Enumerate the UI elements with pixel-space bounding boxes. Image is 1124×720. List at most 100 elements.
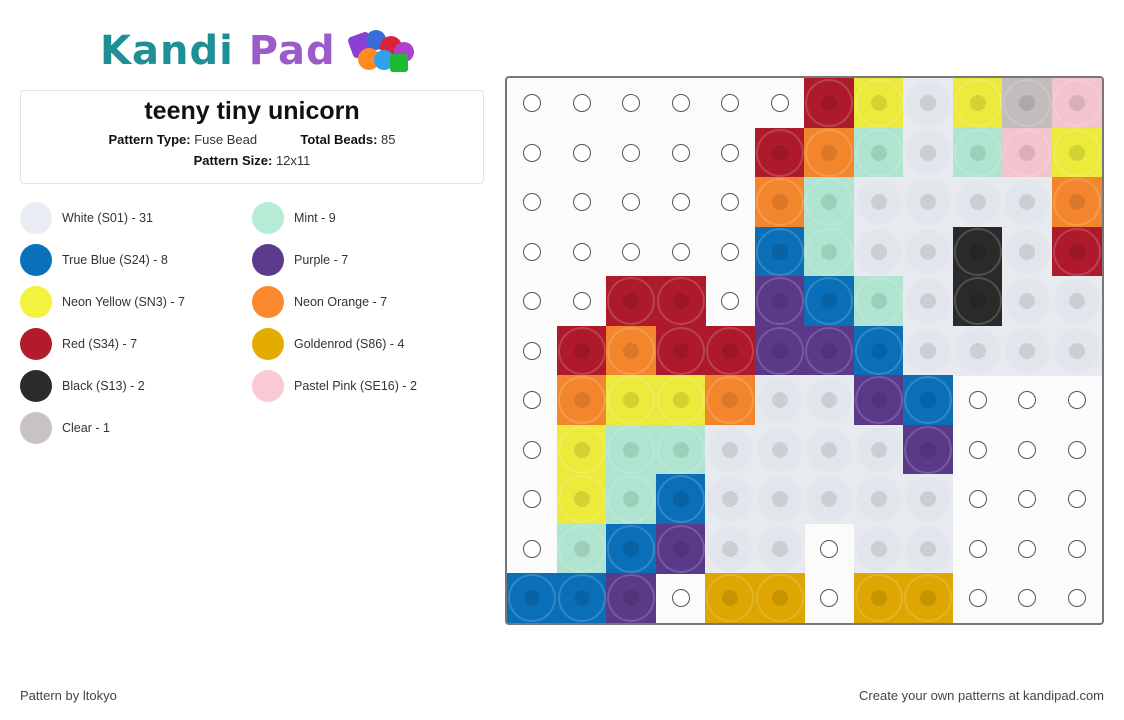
pattern-size-row: Pattern Size: 12x11: [21, 153, 483, 168]
peg-icon: [820, 589, 838, 607]
bead: [952, 177, 1003, 227]
bead: [903, 226, 953, 277]
bead: [754, 276, 805, 326]
empty-peg: [507, 425, 557, 475]
bead: [903, 78, 953, 128]
bead: [556, 573, 607, 623]
total-beads-value: 85: [381, 132, 396, 147]
color-swatch: [252, 328, 284, 360]
peg-icon: [968, 440, 987, 459]
legend-item: Black (S13) - 2: [20, 370, 145, 402]
legend-label: Red (S34) - 7: [62, 337, 138, 351]
bead: [804, 127, 854, 178]
empty-peg: [1002, 573, 1052, 623]
bead: [1002, 325, 1052, 376]
empty-peg: [507, 128, 557, 178]
empty-peg: [507, 524, 557, 574]
bead: [952, 226, 1003, 277]
color-swatch: [252, 202, 284, 234]
peg-icon: [1067, 391, 1086, 409]
legend-label: Pastel Pink (SE16) - 2: [294, 379, 417, 393]
bead: [853, 523, 904, 574]
bead: [853, 127, 904, 178]
empty-peg: [953, 425, 1003, 475]
bead: [804, 226, 854, 277]
peg-icon: [572, 193, 591, 211]
empty-peg: [557, 227, 607, 277]
bead: [1051, 127, 1102, 178]
peg-icon: [572, 242, 591, 261]
bead: [705, 375, 755, 425]
peg-icon: [523, 193, 541, 211]
peg-icon: [523, 440, 541, 459]
color-swatch: [20, 202, 52, 234]
bead: [853, 325, 904, 376]
bead: [903, 276, 953, 326]
empty-peg: [557, 128, 607, 178]
bead: [804, 78, 854, 128]
legend-item: Neon Yellow (SN3) - 7: [20, 286, 185, 318]
empty-peg: [507, 474, 557, 524]
bead: [754, 424, 805, 475]
peg-icon: [1067, 589, 1086, 607]
empty-peg: [1052, 425, 1102, 475]
empty-peg: [705, 276, 755, 326]
peg-icon: [572, 94, 591, 112]
legend-label: Neon Yellow (SN3) - 7: [62, 295, 185, 309]
bead: [606, 276, 656, 326]
bead: [853, 474, 904, 524]
empty-peg: [953, 524, 1003, 574]
empty-peg: [804, 524, 854, 574]
bead: [952, 325, 1003, 376]
peg-icon: [1067, 490, 1086, 508]
color-swatch: [252, 244, 284, 276]
bead: [606, 474, 656, 524]
peg-icon: [671, 242, 690, 261]
peg-icon: [523, 242, 541, 261]
bead: [1002, 177, 1052, 227]
peg-icon: [1018, 440, 1036, 459]
kandipad-logo[interactable]: Kandi Pad: [100, 26, 422, 76]
bead: [754, 523, 805, 574]
bead: [606, 523, 656, 574]
bead: [952, 127, 1003, 178]
bead: [1051, 78, 1102, 128]
bead: [556, 474, 607, 524]
bead: [853, 573, 904, 623]
peg-icon: [523, 292, 541, 310]
pattern-credit: Pattern by ltokyo: [20, 688, 117, 703]
bead: [903, 375, 953, 425]
empty-peg: [705, 227, 755, 277]
bead: [903, 474, 953, 524]
peg-icon: [721, 193, 739, 211]
pattern-info-card: teeny tiny unicorn Pattern Type: Fuse Be…: [20, 90, 484, 184]
legend-label: Goldenrod (S86) - 4: [294, 337, 405, 351]
empty-peg: [557, 276, 607, 326]
peg-icon: [1067, 539, 1086, 558]
bead: [1002, 127, 1052, 178]
empty-peg: [656, 573, 706, 623]
bead: [655, 375, 706, 425]
peg-icon: [523, 391, 541, 409]
pattern-type-value: Fuse Bead: [194, 132, 258, 147]
empty-peg: [705, 78, 755, 128]
bead: [804, 375, 854, 425]
bead: [853, 177, 904, 227]
empty-peg: [606, 227, 656, 277]
legend-item: Pastel Pink (SE16) - 2: [252, 370, 417, 402]
bead: [655, 523, 706, 574]
empty-peg: [953, 573, 1003, 623]
peg-icon: [820, 539, 838, 558]
bead: [903, 573, 953, 623]
bead: [655, 424, 706, 475]
legend-item: Red (S34) - 7: [20, 328, 137, 360]
pattern-size-label: Pattern Size:: [193, 153, 273, 168]
bead: [655, 474, 706, 524]
bead: [507, 573, 557, 623]
peg-icon: [770, 94, 789, 112]
create-patterns-link[interactable]: Create your own patterns at kandipad.com: [859, 688, 1104, 703]
bead: [754, 127, 805, 178]
empty-peg: [507, 177, 557, 227]
peg-icon: [671, 193, 690, 211]
legend-label: True Blue (S24) - 8: [62, 253, 168, 267]
